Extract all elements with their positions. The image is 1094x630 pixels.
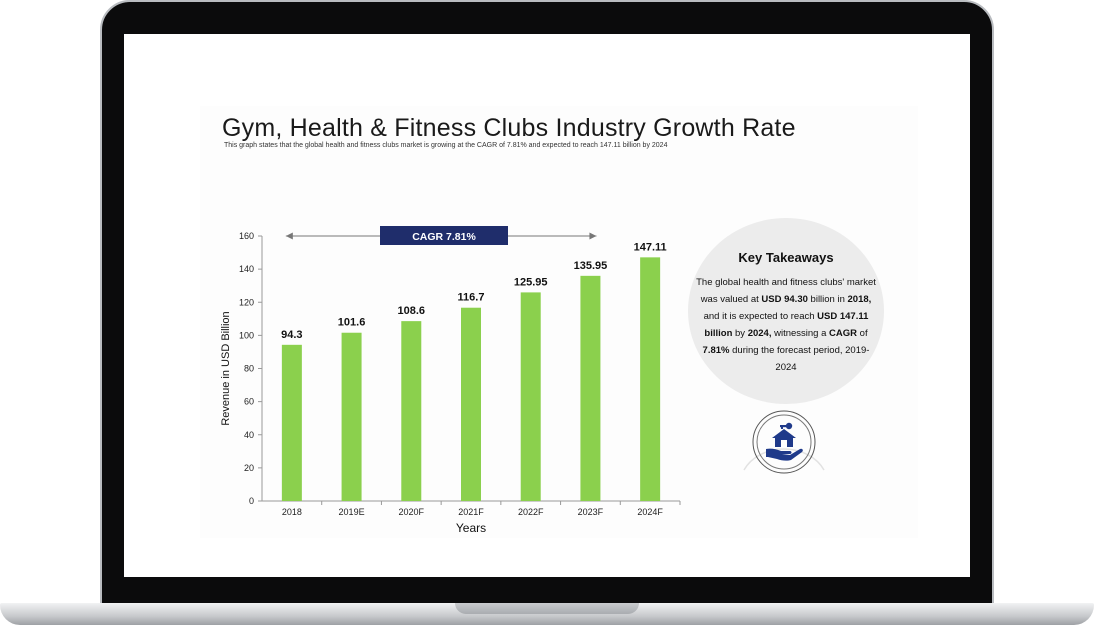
x-tick-label: 2021F bbox=[458, 507, 484, 517]
bar-value-label: 108.6 bbox=[398, 305, 426, 317]
x-tick-label: 2024F bbox=[637, 507, 663, 517]
y-tick-label: 60 bbox=[244, 397, 254, 407]
takeaways-text: and it is expected to reach bbox=[703, 311, 818, 322]
cagr-badge-label: CAGR 7.81% bbox=[412, 231, 476, 243]
takeaways-text: billion in bbox=[807, 294, 848, 305]
y-tick-label: 100 bbox=[239, 330, 254, 340]
takeaways-text: of bbox=[857, 328, 868, 339]
bar bbox=[341, 332, 362, 501]
slide-subtitle: This graph states that the global health… bbox=[224, 142, 668, 149]
y-tick-label: 0 bbox=[249, 496, 254, 506]
cagr-badge bbox=[380, 226, 508, 245]
y-tick-label: 40 bbox=[244, 430, 254, 440]
takeaways-body: The global health and fitness clubs' mar… bbox=[692, 274, 880, 376]
y-tick-label: 160 bbox=[239, 231, 254, 241]
bar bbox=[401, 321, 422, 501]
y-tick-label: 120 bbox=[239, 297, 254, 307]
takeaways-text: by bbox=[732, 328, 748, 339]
y-axis-title: Revenue in USD Billion bbox=[220, 311, 232, 425]
laptop-notch bbox=[455, 603, 639, 614]
bar-value-label: 135.95 bbox=[574, 260, 608, 272]
takeaways-text: The global health and fitness clubs' mar… bbox=[696, 277, 876, 305]
x-tick-label: 2022F bbox=[518, 507, 544, 517]
cagr-arrow-head-right bbox=[589, 232, 597, 240]
slide-title: Gym, Health & Fitness Clubs Industry Gro… bbox=[222, 114, 796, 142]
takeaways-bold: USD 94.30 bbox=[761, 294, 808, 305]
bar bbox=[461, 307, 481, 501]
x-tick-label: 2019E bbox=[339, 507, 365, 517]
bar bbox=[640, 257, 661, 501]
takeaways-bold: CAGR bbox=[829, 328, 858, 339]
takeaways-bold: 7.81% bbox=[702, 345, 730, 356]
takeaways-bold: 2024, bbox=[747, 328, 772, 339]
x-tick-label: 2023F bbox=[578, 507, 604, 517]
x-tick-label: 2018 bbox=[282, 507, 302, 517]
bar bbox=[281, 344, 302, 501]
takeaways-title: Key Takeaways bbox=[738, 250, 834, 265]
house-in-hand-icon bbox=[740, 408, 828, 486]
x-tick-label: 2020F bbox=[399, 507, 425, 517]
bar-value-label: 94.3 bbox=[281, 329, 302, 341]
laptop-screen: Gym, Health & Fitness Clubs Industry Gro… bbox=[124, 34, 970, 577]
cagr-arrow-head-left bbox=[285, 232, 293, 240]
slide: Gym, Health & Fitness Clubs Industry Gro… bbox=[200, 106, 918, 538]
bar-value-label: 101.6 bbox=[338, 317, 366, 329]
bar-value-label: 116.7 bbox=[458, 292, 485, 304]
x-axis-title: Years bbox=[456, 521, 486, 535]
bar-chart: 0 20 40 60 80 100 120 140 160 94.3 2018 101.6 2019E 1… bbox=[220, 226, 681, 535]
takeaways-bold: 2018, bbox=[847, 294, 872, 305]
bar-value-label: 125.95 bbox=[514, 276, 548, 288]
y-tick-label: 20 bbox=[244, 463, 254, 473]
y-tick-label: 140 bbox=[239, 264, 254, 274]
bar bbox=[580, 275, 601, 501]
takeaways-text: during the forecast period, 2019-2024 bbox=[729, 345, 870, 373]
y-tick-label: 80 bbox=[244, 364, 254, 374]
laptop-base bbox=[0, 603, 1094, 625]
bar-value-label: 147.11 bbox=[634, 241, 667, 253]
takeaways-bold: USD 147.11 billion bbox=[704, 311, 869, 339]
bar bbox=[520, 292, 541, 501]
takeaways-text: witnessing a bbox=[771, 328, 830, 339]
takeaways-circle bbox=[688, 218, 884, 404]
